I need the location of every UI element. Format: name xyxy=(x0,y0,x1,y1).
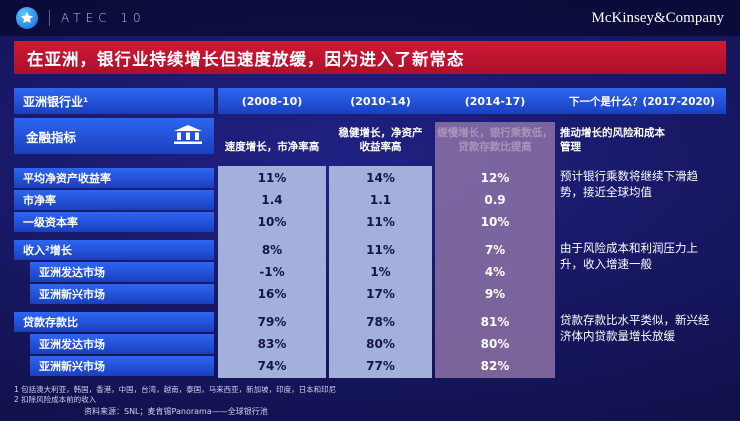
cell-value: 10% xyxy=(480,215,510,229)
cell-value: 8% xyxy=(261,243,283,257)
row-label-indented: 亚洲新兴市场 xyxy=(30,356,214,376)
cell-value: 7% xyxy=(484,243,506,257)
cell-value: 1.4 xyxy=(261,193,283,207)
row-label: 平均净资产收益率 xyxy=(14,168,214,188)
slide-title: 在亚洲，银行业持续增长但速度放缓，因为进入了新常态 xyxy=(14,41,726,74)
column-period: (2008-10) xyxy=(241,94,303,108)
cell-value: 11% xyxy=(366,243,395,257)
row-label-indented: 亚洲新兴市场 xyxy=(30,284,214,304)
cell-value: 9% xyxy=(484,287,506,301)
event-name: ATEC 10 xyxy=(61,11,146,25)
table-corner-label: 亚洲银行业¹ xyxy=(14,88,214,114)
data-panel-2010-14 xyxy=(329,166,432,378)
column-period: (2014-17) xyxy=(464,94,526,108)
top-bar: ATEC 10 McKinsey&Company xyxy=(0,0,740,36)
row-label-indented: 亚洲发达市场 xyxy=(30,334,214,354)
column-period: 下一个是什么？(2017-2020) xyxy=(569,95,715,108)
row-label: 一级资本率 xyxy=(14,212,214,232)
bank-icon xyxy=(174,125,202,147)
topbar-divider xyxy=(49,10,50,26)
cell-value: -1% xyxy=(259,265,285,279)
cell-value: 4% xyxy=(484,265,506,279)
footnote: 1 包括澳大利亚，韩国，香港，中国，台湾，越南，泰国，马来西亚，新加坡，印度，日… xyxy=(14,385,337,394)
cell-value: 14% xyxy=(366,171,395,185)
cell-value: 16% xyxy=(257,287,287,301)
cell-value: 83% xyxy=(257,337,287,351)
cell-value: 1% xyxy=(370,265,391,279)
cell-value: 0.9 xyxy=(484,193,506,207)
cell-value: 1.1 xyxy=(369,193,392,207)
row-label: 市净率 xyxy=(14,190,214,210)
highlight-panel-2014-17 xyxy=(435,122,555,378)
cell-value: 79% xyxy=(257,315,287,329)
footnote: 2 扣除风险成本前的收入 xyxy=(14,395,97,404)
cell-value: 81% xyxy=(480,315,510,329)
source-line: 资料来源：SNL；麦肯锡Panorama——全球银行池 xyxy=(84,407,268,416)
cell-value: 11% xyxy=(366,215,395,229)
indicator-label: 金融指标 xyxy=(26,129,77,145)
table-header-band xyxy=(218,88,726,114)
cell-value: 78% xyxy=(366,315,395,329)
cell-value: 80% xyxy=(480,337,510,351)
row-label: 贷款存款比 xyxy=(14,312,214,332)
commentary-note: 由于风险成本和利润压力上升，收入增速一般 xyxy=(560,241,698,272)
commentary-note: 贷款存款比水平类似，新兴经济体内贷款量增长放缓 xyxy=(560,313,710,344)
column-subtitle: 稳健增长，净资产 收益率高 xyxy=(338,127,423,154)
cell-value: 82% xyxy=(480,359,510,373)
cell-value: 11% xyxy=(257,171,287,185)
data-panel-2008-10 xyxy=(218,166,326,378)
cell-value: 17% xyxy=(366,287,395,301)
column-subtitle: 速度增长，市净率高 xyxy=(224,141,320,153)
cell-value: 12% xyxy=(480,171,510,185)
cell-value: 10% xyxy=(257,215,287,229)
conference-logo-icon xyxy=(16,7,38,29)
mckinsey-logo: McKinsey&Company xyxy=(591,9,725,26)
cell-value: 77% xyxy=(366,359,395,373)
column-period: (2010-14) xyxy=(350,94,411,108)
commentary-note: 预计银行乘数将继续下滑趋势，接近全球均值 xyxy=(560,169,698,200)
row-label: 收入²增长 xyxy=(14,240,214,260)
cell-value: 80% xyxy=(366,337,395,351)
column-subtitle: 推动增长的风险和成本 管理 xyxy=(560,127,665,154)
cell-value: 74% xyxy=(257,359,287,373)
indicator-row: 金融指标 xyxy=(14,118,214,154)
row-label-indented: 亚洲发达市场 xyxy=(30,262,214,282)
